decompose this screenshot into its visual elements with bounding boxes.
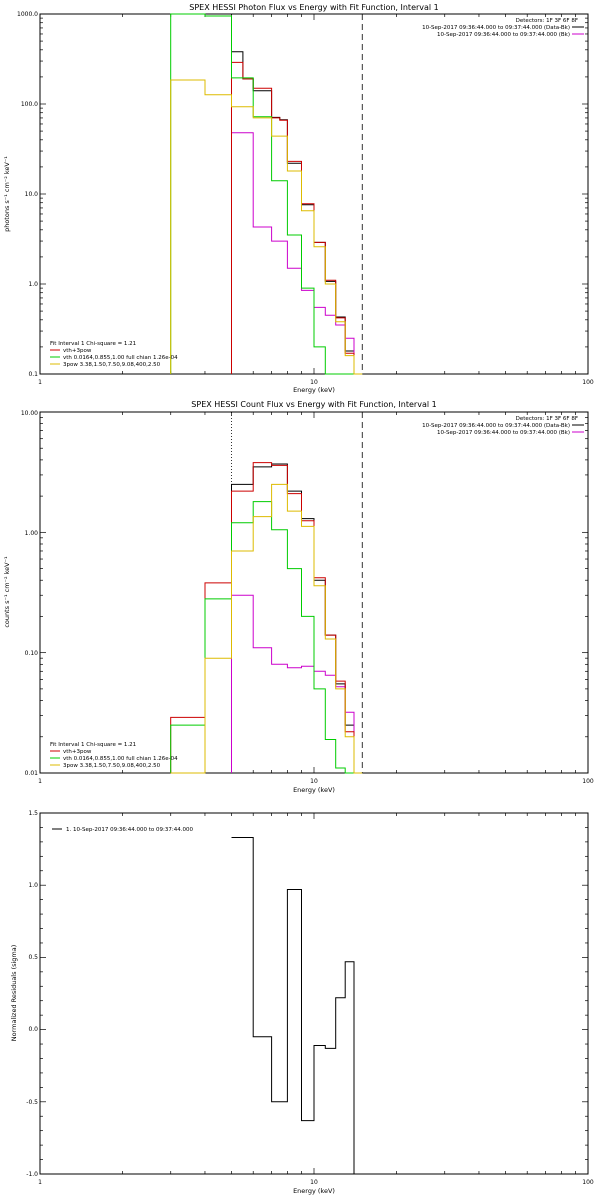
panel3-legend-entry: 1. 10-Sep-2017 09:36:44.000 to 09:37:44.… xyxy=(66,827,193,833)
panel3-xtick-label: 1 xyxy=(38,1179,42,1186)
panel2-ytick-label: 0.01 xyxy=(25,770,39,777)
series-1-10-sep-2017-09-36-44-000-to-09- xyxy=(231,837,363,1175)
panel1-legend-entry-bk: 10-Sep-2017 09:36:44.000 to 09:37:44.000… xyxy=(437,32,570,38)
count-flux-panel: SPEX HESSI Count Flux vs Energy with Fit… xyxy=(3,400,594,794)
panel1-x-axis: 1 10 100 xyxy=(38,379,594,386)
residuals-panel: 1 10 100 -1.0 -0.5 0.0 0.5 1.0 1.5 Energ… xyxy=(10,810,594,1195)
panel2-xtick-label: 1 xyxy=(38,778,42,785)
panel1-legend-bottom-left: Fit Interval 1 Chi-square = 1.21 vth+3po… xyxy=(50,341,178,368)
panel1-ytick-label: 1000.0 xyxy=(17,11,38,18)
panel3-ytick-label: -0.5 xyxy=(26,1099,38,1106)
panel2-y-axis: 0.01 0.10 1.00 10.00 xyxy=(21,410,38,777)
series-data-bk xyxy=(231,51,363,375)
panel1-ytick-label: 0.1 xyxy=(28,371,38,378)
panel1-legend-entry-data: 10-Sep-2017 09:36:44.000 to 09:37:44.000… xyxy=(422,25,570,31)
panel2-legend-entry-3pow: 3pow 3.38,1.50,7.50,9.08,400,2.50 xyxy=(63,763,161,769)
panel2-legend-header: Detectors: 1F 3F 6F 8F xyxy=(516,416,578,422)
panel2-plot-frame xyxy=(39,411,589,774)
photon-flux-panel: SPEX HESSI Photon Flux vs Energy with Fi… xyxy=(3,3,594,394)
panel2-legend-entry-vth: vth 0.0164,0.855,1.00 full chian 1.26e-0… xyxy=(63,756,178,762)
panel1-legend-header: Detectors: 1F 3F 6F 8F xyxy=(516,18,578,24)
panel3-ytick-label: 1.5 xyxy=(28,810,38,817)
panel2-plot-area xyxy=(39,411,589,774)
panel2-legend-bottom-left: Fit Interval 1 Chi-square = 1.21 vth+3po… xyxy=(50,742,178,769)
panel3-legend: 1. 10-Sep-2017 09:36:44.000 to 09:37:44.… xyxy=(52,827,193,833)
panel3-x-axis: 1 10 100 xyxy=(38,1179,594,1186)
panel1-xtick-label: 10 xyxy=(310,379,318,386)
panel1-ytick-label: 1.0 xyxy=(28,281,38,288)
panel3-ytick-label: 0.0 xyxy=(28,1026,38,1033)
series-data-bk xyxy=(231,463,363,774)
panel3-x-axis-label: Energy (keV) xyxy=(293,1187,335,1195)
panel2-fit-header: Fit Interval 1 Chi-square = 1.21 xyxy=(50,742,136,748)
panel1-xtick-label: 100 xyxy=(582,379,594,386)
panel2-x-axis-label: Energy (keV) xyxy=(293,786,335,794)
series-vth-3pow xyxy=(170,462,363,774)
series-3pow xyxy=(170,483,363,774)
panel1-xtick-label: 1 xyxy=(38,379,42,386)
panel3-xtick-label: 10 xyxy=(310,1179,318,1186)
panel1-plot-area xyxy=(39,13,589,375)
panel3-y-axis-label: Normalized Residuals (sigma) xyxy=(10,945,18,1042)
panel2-legend-entry-total: vth+3pow xyxy=(63,749,92,755)
panel2-ytick-label: 0.10 xyxy=(25,650,39,657)
panel1-legend-entry-total: vth+3pow xyxy=(63,348,92,354)
panel2-ytick-label: 10.00 xyxy=(21,410,38,417)
panel2-ytick-label: 1.00 xyxy=(25,530,39,537)
panel3-y-axis: -1.0 -0.5 0.0 0.5 1.0 1.5 xyxy=(26,810,38,1178)
panel1-ytick-label: 10.0 xyxy=(25,191,39,198)
series-vth xyxy=(170,13,363,375)
series-vth-3pow xyxy=(231,61,363,375)
panel3-ytick-label: 0.5 xyxy=(28,954,38,961)
panel2-legend-top-right: Detectors: 1F 3F 6F 8F 10-Sep-2017 09:36… xyxy=(422,416,584,436)
panel1-fit-header: Fit Interval 1 Chi-square = 1.21 xyxy=(50,341,136,347)
panel1-y-axis-label: photons s⁻¹ cm⁻² keV⁻¹ xyxy=(3,156,11,232)
panel2-x-axis: 1 10 100 xyxy=(38,778,594,785)
panel1-ytick-label: 100.0 xyxy=(21,101,38,108)
series-vth xyxy=(170,501,363,774)
panel3-ytick-label: 1.0 xyxy=(28,882,38,889)
panel2-title: SPEX HESSI Count Flux vs Energy with Fit… xyxy=(191,400,436,409)
panel2-legend-entry-data: 10-Sep-2017 09:36:44.000 to 09:37:44.000… xyxy=(422,423,570,429)
panel2-xtick-label: 10 xyxy=(310,778,318,785)
panel1-x-axis-label: Energy (keV) xyxy=(293,386,335,394)
panel2-xtick-label: 100 xyxy=(582,778,594,785)
panel2-legend-entry-bk: 10-Sep-2017 09:36:44.000 to 09:37:44.000… xyxy=(437,430,570,436)
panel3-ytick-label: -1.0 xyxy=(26,1171,38,1178)
panel1-y-axis: 0.1 1.0 10.0 100.0 1000.0 xyxy=(17,11,38,378)
panel1-legend-top-right: Detectors: 1F 3F 6F 8F 10-Sep-2017 09:36… xyxy=(422,18,584,38)
panel2-y-axis-label: counts s⁻¹ cm⁻² keV⁻¹ xyxy=(3,556,11,628)
series-3pow xyxy=(170,79,363,375)
panel3-xtick-label: 100 xyxy=(582,1179,594,1186)
series-bk xyxy=(231,132,363,375)
panel1-legend-entry-3pow: 3pow 3.38,1.50,7.50,9.08,400,2.50 xyxy=(63,362,161,368)
panel1-legend-entry-vth: vth 0.0164,0.855,1.00 full chian 1.26e-0… xyxy=(63,355,178,361)
panel3-plot-area xyxy=(39,812,589,1175)
panel1-title: SPEX HESSI Photon Flux vs Energy with Fi… xyxy=(189,3,439,12)
